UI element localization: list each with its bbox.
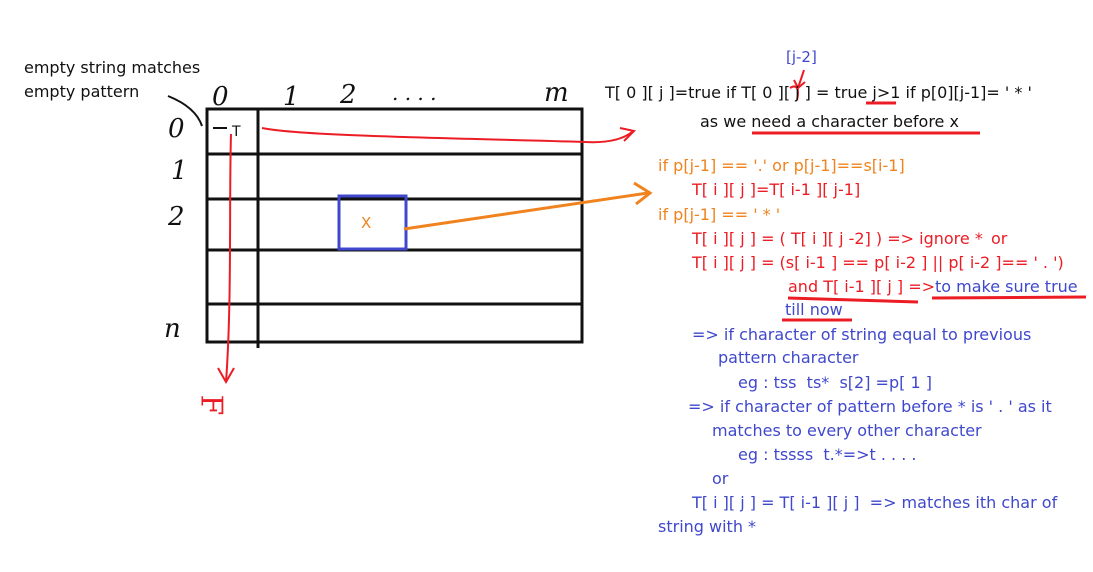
explain-1a: => if character of string equal to previ… <box>692 325 1031 345</box>
row-header-n: n <box>164 316 181 342</box>
star-and-note2: till now <box>785 300 843 320</box>
star-match-rule: T[ i ][ j ] = (s[ i-1 ] == p[ i-2 ] || p… <box>692 253 1064 273</box>
base-rule-line2: as we need a character before x <box>700 112 959 132</box>
empty-note-line2: empty pattern <box>24 82 139 102</box>
cond-dot-or-match: if p[j-1] == '.' or p[j-1]==s[i-1] <box>658 156 905 176</box>
underline-make-sure <box>932 297 1086 298</box>
col-header-m: m <box>544 80 569 106</box>
row-header-1: 1 <box>171 158 188 184</box>
star-or: or <box>991 229 1007 249</box>
bottom-f-label: F <box>195 395 225 416</box>
row-header-0: 0 <box>168 116 185 142</box>
cond-star: if p[j-1] == ' * ' <box>658 205 780 225</box>
final-rule-b: string with * <box>658 517 756 537</box>
row-header-2: 2 <box>168 204 185 230</box>
explain-1b: pattern character <box>718 348 859 368</box>
col-header-dots: . . . . <box>392 80 437 106</box>
base-rule-line1: T[ 0 ][ j ]=true if T[ 0 ][ j ] = true j… <box>605 83 1032 103</box>
cell-t-value: T <box>232 122 241 142</box>
star-ignore-rule: T[ i ][ j ] = ( T[ i ][ j -2] ) => ignor… <box>692 229 983 249</box>
col-header-0: 0 <box>212 84 229 110</box>
result-diagonal: T[ i ][ j ]=T[ i-1 ][ j-1] <box>692 180 860 200</box>
col-header-2: 2 <box>340 82 357 108</box>
star-and-clause: and T[ i-1 ][ j ] => <box>788 277 935 297</box>
row0-arrow <box>262 128 632 142</box>
dp-table-border <box>207 109 582 342</box>
empty-note-line1: empty string matches <box>24 58 200 78</box>
explain-2a: => if character of pattern before * is '… <box>688 397 1052 417</box>
col-header-1: 1 <box>283 84 300 110</box>
explain-or: or <box>712 469 728 489</box>
col0-arrow <box>226 134 231 382</box>
annotation-j-minus-2: [j-2] <box>786 47 817 67</box>
explain-2c: eg : tssss t.*=>t . . . . <box>738 445 916 465</box>
explain-1c: eg : tss ts* s[2] =p[ 1 ] <box>738 373 932 393</box>
explain-2b: matches to every other character <box>712 421 982 441</box>
highlighted-cell <box>339 196 406 249</box>
cell-x-value: X <box>361 213 371 233</box>
star-and-note: to make sure true <box>935 277 1078 297</box>
final-rule-a: T[ i ][ j ] = T[ i-1 ][ j ] => matches i… <box>692 493 1057 513</box>
